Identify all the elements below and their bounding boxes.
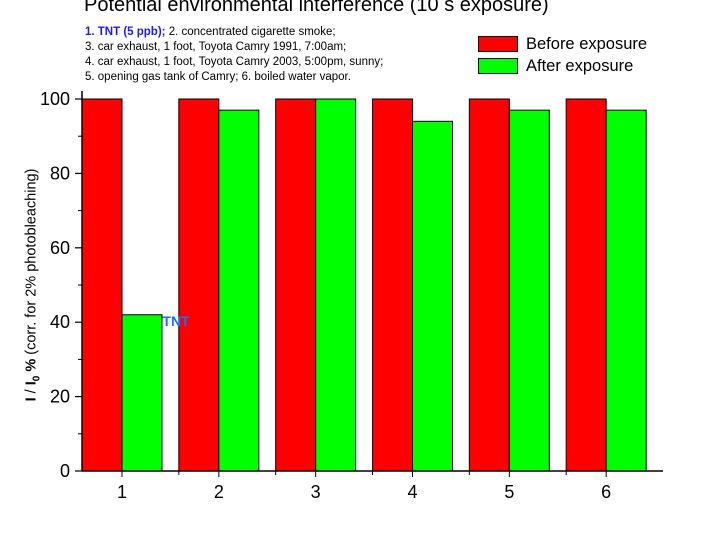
y-tick-label-60: 60 (50, 238, 70, 258)
bar-after-5 (508, 109, 550, 472)
note-line-3: 4. car exhaust, 1 foot, Toyota Camry 200… (85, 56, 384, 68)
y-tick-label-0: 0 (60, 461, 70, 481)
bar-after-6 (605, 109, 647, 472)
axes-group (75, 91, 663, 477)
bar-before-1 (81, 98, 123, 472)
legend-item-after: After exposure (478, 55, 647, 77)
chart-title: Potential environmental interference (10… (84, 0, 549, 16)
legend: Before exposure After exposure (478, 33, 647, 77)
legend-item-before: Before exposure (478, 33, 647, 55)
legend-label-before: Before exposure (526, 34, 648, 53)
bar-after-2 (218, 109, 260, 472)
bar-after-1 (121, 314, 163, 472)
legend-label-after: After exposure (526, 56, 634, 75)
bar-before-4 (372, 98, 413, 472)
annotation-tnt: TNT (162, 313, 190, 329)
x-tick-label-6: 6 (601, 482, 611, 502)
bar-after-3 (315, 98, 357, 472)
note-line-4: 5. opening gas tank of Camry; 6. boiled … (85, 71, 351, 83)
note-line-2: 3. car exhaust, 1 foot, Toyota Camry 199… (85, 41, 347, 53)
note-line-1: 1. TNT (5 ppb); 2. concentrated cigarett… (85, 25, 383, 40)
note-highlight-tnt: 1. TNT (5 ppb); (85, 26, 166, 38)
note-line-1-rest: 2. concentrated cigarette smoke; (165, 26, 336, 38)
y-tick-label-20: 20 (50, 387, 70, 407)
x-tick-label-4: 4 (407, 482, 417, 502)
x-tick-label-5: 5 (504, 482, 514, 502)
legend-swatch-after (478, 58, 518, 74)
bar-before-2 (178, 98, 220, 472)
legend-swatch-before (478, 36, 518, 52)
bar-after-4 (412, 120, 453, 472)
bar-before-3 (275, 98, 317, 472)
y-tick-label-100: 100 (40, 89, 70, 109)
y-tick-label-40: 40 (50, 312, 70, 332)
annotations-group: TNT (162, 313, 190, 329)
bar-before-5 (468, 98, 510, 472)
x-tick-label-1: 1 (117, 482, 127, 502)
x-tick-label-3: 3 (311, 482, 321, 502)
bar-before-6 (565, 98, 607, 472)
x-tick-label-2: 2 (214, 482, 224, 502)
bars-group (81, 98, 647, 472)
y-tick-label-80: 80 (50, 163, 70, 183)
category-notes: 1. TNT (5 ppb); 2. concentrated cigarett… (85, 25, 383, 85)
